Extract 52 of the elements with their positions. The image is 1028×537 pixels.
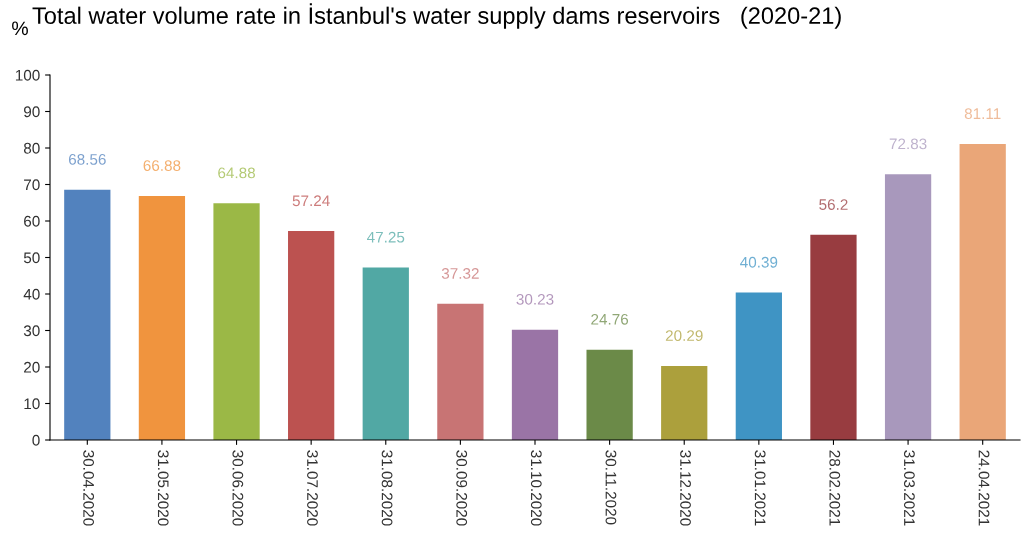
- data-label: 24.76: [591, 313, 629, 325]
- data-label: 81.11: [964, 108, 1001, 120]
- x-tick-label: 31.12.2020: [680, 450, 691, 526]
- y-tick-label: 20: [24, 361, 40, 373]
- data-label: 57.24: [292, 195, 330, 207]
- y-tick-label: 40: [23, 288, 40, 300]
- x-tick-label: 31.05.2020: [157, 450, 169, 526]
- data-label: 66.88: [143, 160, 181, 171]
- bar: [138, 195, 186, 440]
- data-label: 64.88: [218, 167, 255, 179]
- chart-title: Total water volume rate in İstanbul's water supply dams reservoirs (2020-21): [32, 3, 841, 29]
- x-tick-label: 28.02.2021: [829, 450, 841, 526]
- data-label: 40.39: [740, 256, 778, 268]
- x-tick-label: 24.04.2021: [978, 450, 990, 526]
- y-tick-label: 50: [23, 252, 40, 264]
- data-label: 20.29: [665, 330, 703, 342]
- y-tick-label: 10: [24, 398, 40, 410]
- y-tick-label: 0: [32, 434, 40, 446]
- bar: [288, 231, 335, 440]
- y-tick-label: 30: [23, 325, 40, 337]
- data-label: 56.2: [819, 199, 848, 210]
- bar: [661, 365, 708, 440]
- bar: [586, 349, 633, 440]
- x-tick-label: 31.01.2021: [754, 450, 766, 526]
- x-tick-label: 30.11.2020: [605, 450, 617, 525]
- y-tick-label: 100: [15, 69, 40, 81]
- bar: [213, 203, 260, 440]
- bar: [437, 303, 484, 440]
- data-label: 37.32: [441, 268, 479, 279]
- bar: [511, 329, 559, 440]
- bar: [64, 189, 111, 440]
- y-tick-label: 90: [24, 106, 40, 118]
- y-tick-label: 80: [23, 142, 40, 154]
- x-tick-label: 30.04.2020: [83, 450, 95, 526]
- data-label: 47.25: [367, 231, 405, 243]
- y-axis-title: %: [12, 21, 28, 36]
- bar: [735, 292, 782, 440]
- bar: [810, 234, 857, 440]
- x-tick-label: 30.06.2020: [232, 450, 244, 526]
- bar: [362, 267, 409, 440]
- bar: [959, 143, 1006, 440]
- x-tick-label: 31.10.2020: [530, 450, 542, 526]
- data-label: 30.23: [516, 293, 554, 305]
- x-tick-label: 30.09.2020: [456, 450, 468, 526]
- x-tick-label: 31.08.2020: [381, 450, 393, 526]
- data-label: 68.56: [68, 154, 106, 165]
- x-tick-label: 31.03.2021: [903, 450, 915, 526]
- bar: [884, 174, 932, 440]
- data-label: 72.83: [889, 138, 927, 150]
- y-tick-label: 70: [24, 179, 40, 191]
- y-tick-label: 60: [24, 215, 40, 227]
- x-tick-label: 31.07.2020: [307, 450, 318, 526]
